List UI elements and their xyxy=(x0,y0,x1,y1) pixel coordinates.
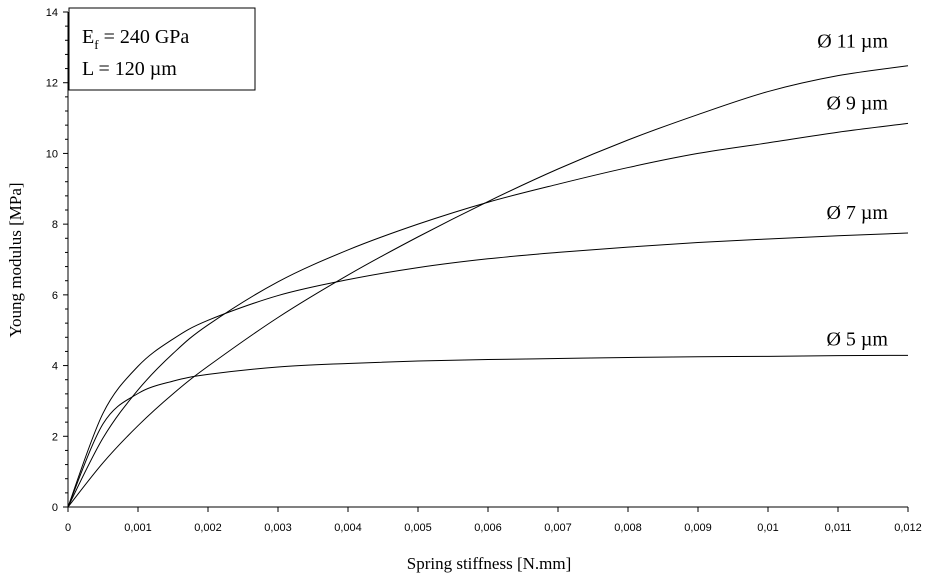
y-tick-label: 10 xyxy=(46,148,58,160)
y-tick-label: 12 xyxy=(46,78,58,90)
parameter-modulus-symbol: E xyxy=(82,26,94,48)
series-line xyxy=(67,232,909,508)
series-label: Ø 5 µm xyxy=(826,328,888,350)
series-labels: Ø 5 µm Ø 7 µm Ø 9 µm Ø 11 µm xyxy=(817,31,888,351)
parameter-modulus: Ef = 240 GPa xyxy=(82,26,189,52)
x-tick-label: 0,012 xyxy=(894,522,922,534)
x-tick-label: 0,01 xyxy=(757,522,778,534)
series-label: Ø 9 µm xyxy=(826,92,888,114)
y-tick-label: 14 xyxy=(46,7,58,19)
parameter-modulus-value: = 240 GPa xyxy=(99,26,190,48)
series-lines xyxy=(67,65,909,508)
x-tick-label: 0,008 xyxy=(614,522,642,534)
series-label: Ø 7 µm xyxy=(826,202,888,224)
y-tick-label: 8 xyxy=(52,219,58,231)
x-tick-label: 0,007 xyxy=(544,522,572,534)
y-tick-label: 6 xyxy=(52,290,58,302)
x-tick-label: 0,005 xyxy=(404,522,432,534)
series-line xyxy=(67,65,909,508)
parameter-box-frame xyxy=(68,7,256,91)
x-tick-label: 0,009 xyxy=(684,522,712,534)
x-axis-title: Spring stiffness [N.mm] xyxy=(407,554,572,573)
series-line xyxy=(67,122,909,508)
y-tick-label: 0 xyxy=(52,502,58,514)
x-ticks: 0 0,001 0,002 0,003 0,004 0,005 0,006 0,007 0,00… xyxy=(65,507,922,534)
parameter-box: Ef = 240 GPa L = 120 µm xyxy=(68,7,256,91)
x-tick-label: 0,004 xyxy=(334,522,362,534)
x-tick-label: 0,002 xyxy=(194,522,222,534)
y-axis-title: Young modulus [MPa] xyxy=(6,182,25,337)
series-line xyxy=(67,354,909,508)
x-tick-label: 0,006 xyxy=(474,522,502,534)
x-tick-label: 0 xyxy=(65,522,71,534)
y-tick-label: 4 xyxy=(52,361,58,373)
y-ticks: 0 2 4 6 8 10 12 14 xyxy=(46,7,68,514)
parameter-length: L = 120 µm xyxy=(82,58,177,80)
x-tick-label: 0,011 xyxy=(825,522,852,534)
series-label: Ø 11 µm xyxy=(817,31,888,53)
y-tick-label: 2 xyxy=(52,431,58,443)
parameter-modulus-subscript: f xyxy=(94,37,99,52)
x-tick-label: 0,003 xyxy=(264,522,292,534)
x-tick-label: 0,001 xyxy=(124,522,152,534)
